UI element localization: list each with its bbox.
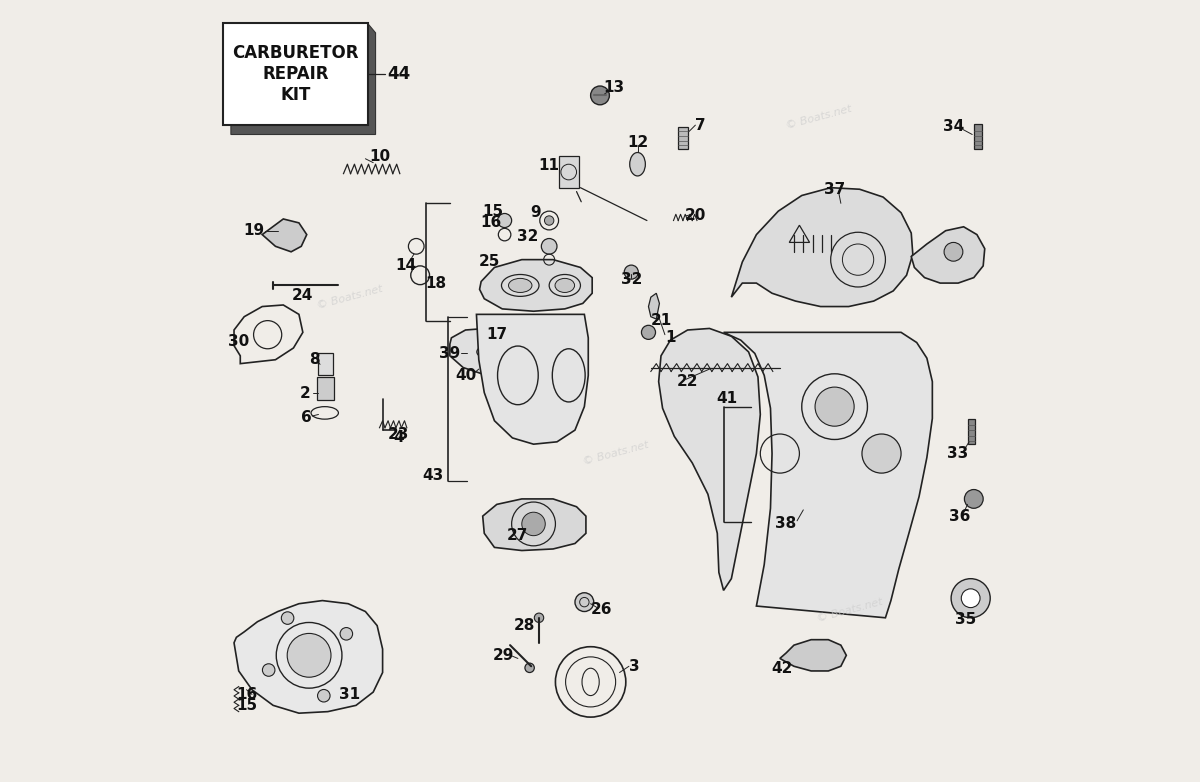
Circle shape [522,512,545,536]
Bar [318,353,332,375]
Circle shape [340,627,353,640]
Polygon shape [234,601,383,713]
Polygon shape [230,23,376,135]
Text: 35: 35 [954,612,976,627]
Text: 41: 41 [716,391,737,407]
Text: 27: 27 [508,528,528,543]
Text: 12: 12 [626,135,648,150]
Ellipse shape [556,278,575,292]
Text: 14: 14 [396,258,416,274]
Text: 25: 25 [479,254,499,270]
Text: 10: 10 [368,149,390,164]
Text: 28: 28 [515,618,535,633]
Text: 36: 36 [949,508,971,524]
Text: 13: 13 [604,80,625,95]
Text: 37: 37 [824,181,845,197]
Text: CARBURETOR
REPAIR
KIT: CARBURETOR REPAIR KIT [232,45,359,104]
Bar [973,124,982,149]
Text: 34: 34 [943,119,964,135]
Circle shape [575,593,594,612]
Bar [967,419,976,444]
FancyBboxPatch shape [223,23,367,125]
Text: 8: 8 [310,352,320,368]
Circle shape [590,86,610,105]
Ellipse shape [630,152,646,176]
Polygon shape [450,327,584,377]
Polygon shape [482,499,586,551]
Text: 22: 22 [677,374,698,389]
Polygon shape [476,314,588,444]
Text: 40: 40 [455,368,476,383]
Text: © Boats.net: © Boats.net [316,284,384,310]
Bar [678,127,688,149]
Text: 4: 4 [392,430,403,446]
Text: 23: 23 [388,427,409,443]
Text: 18: 18 [425,275,446,291]
Text: © Boats.net: © Boats.net [582,440,649,467]
Polygon shape [262,219,307,252]
Polygon shape [724,332,932,618]
Circle shape [287,633,331,677]
Circle shape [545,216,554,225]
Circle shape [541,239,557,254]
Bar [559,156,578,188]
Text: © Boats.net: © Boats.net [816,597,884,623]
Text: 32: 32 [620,272,642,288]
Circle shape [952,579,990,618]
Circle shape [642,325,655,339]
Text: 26: 26 [590,602,612,618]
Text: 6: 6 [301,410,312,425]
Text: 44: 44 [388,65,410,84]
Polygon shape [480,260,592,311]
Circle shape [862,434,901,473]
Text: © Boats.net: © Boats.net [785,104,853,131]
Text: 9: 9 [530,205,541,221]
Text: 30: 30 [228,334,250,350]
Text: 32: 32 [517,228,539,244]
Text: 20: 20 [685,208,706,224]
Text: 42: 42 [772,661,793,676]
Polygon shape [648,293,660,319]
Text: 33: 33 [947,446,968,461]
Text: 39: 39 [439,346,461,361]
Ellipse shape [509,278,532,292]
Text: 3: 3 [629,658,640,674]
Circle shape [944,242,962,261]
Circle shape [524,663,534,673]
Text: 15: 15 [236,698,257,713]
Circle shape [498,213,511,228]
Circle shape [318,690,330,702]
Circle shape [961,589,980,608]
Text: 19: 19 [244,223,264,239]
Text: 15: 15 [482,203,504,219]
Text: 21: 21 [650,313,672,328]
Text: 2: 2 [300,386,311,401]
Text: 43: 43 [422,468,443,483]
Text: 38: 38 [775,516,797,532]
Text: 7: 7 [695,117,706,133]
Text: 1: 1 [665,330,676,346]
Circle shape [965,490,983,508]
Text: 24: 24 [292,288,313,303]
Text: 16: 16 [236,687,257,702]
Polygon shape [659,328,761,590]
Text: 11: 11 [539,158,559,174]
Circle shape [281,612,294,624]
Text: 17: 17 [486,327,508,343]
Circle shape [624,265,638,279]
Circle shape [263,664,275,676]
Text: 29: 29 [492,647,514,663]
Polygon shape [731,188,913,307]
Bar [317,377,334,400]
Circle shape [815,387,854,426]
Text: 31: 31 [340,687,360,702]
Circle shape [534,613,544,622]
Polygon shape [911,227,985,283]
Text: 16: 16 [480,215,502,231]
Polygon shape [780,640,846,671]
